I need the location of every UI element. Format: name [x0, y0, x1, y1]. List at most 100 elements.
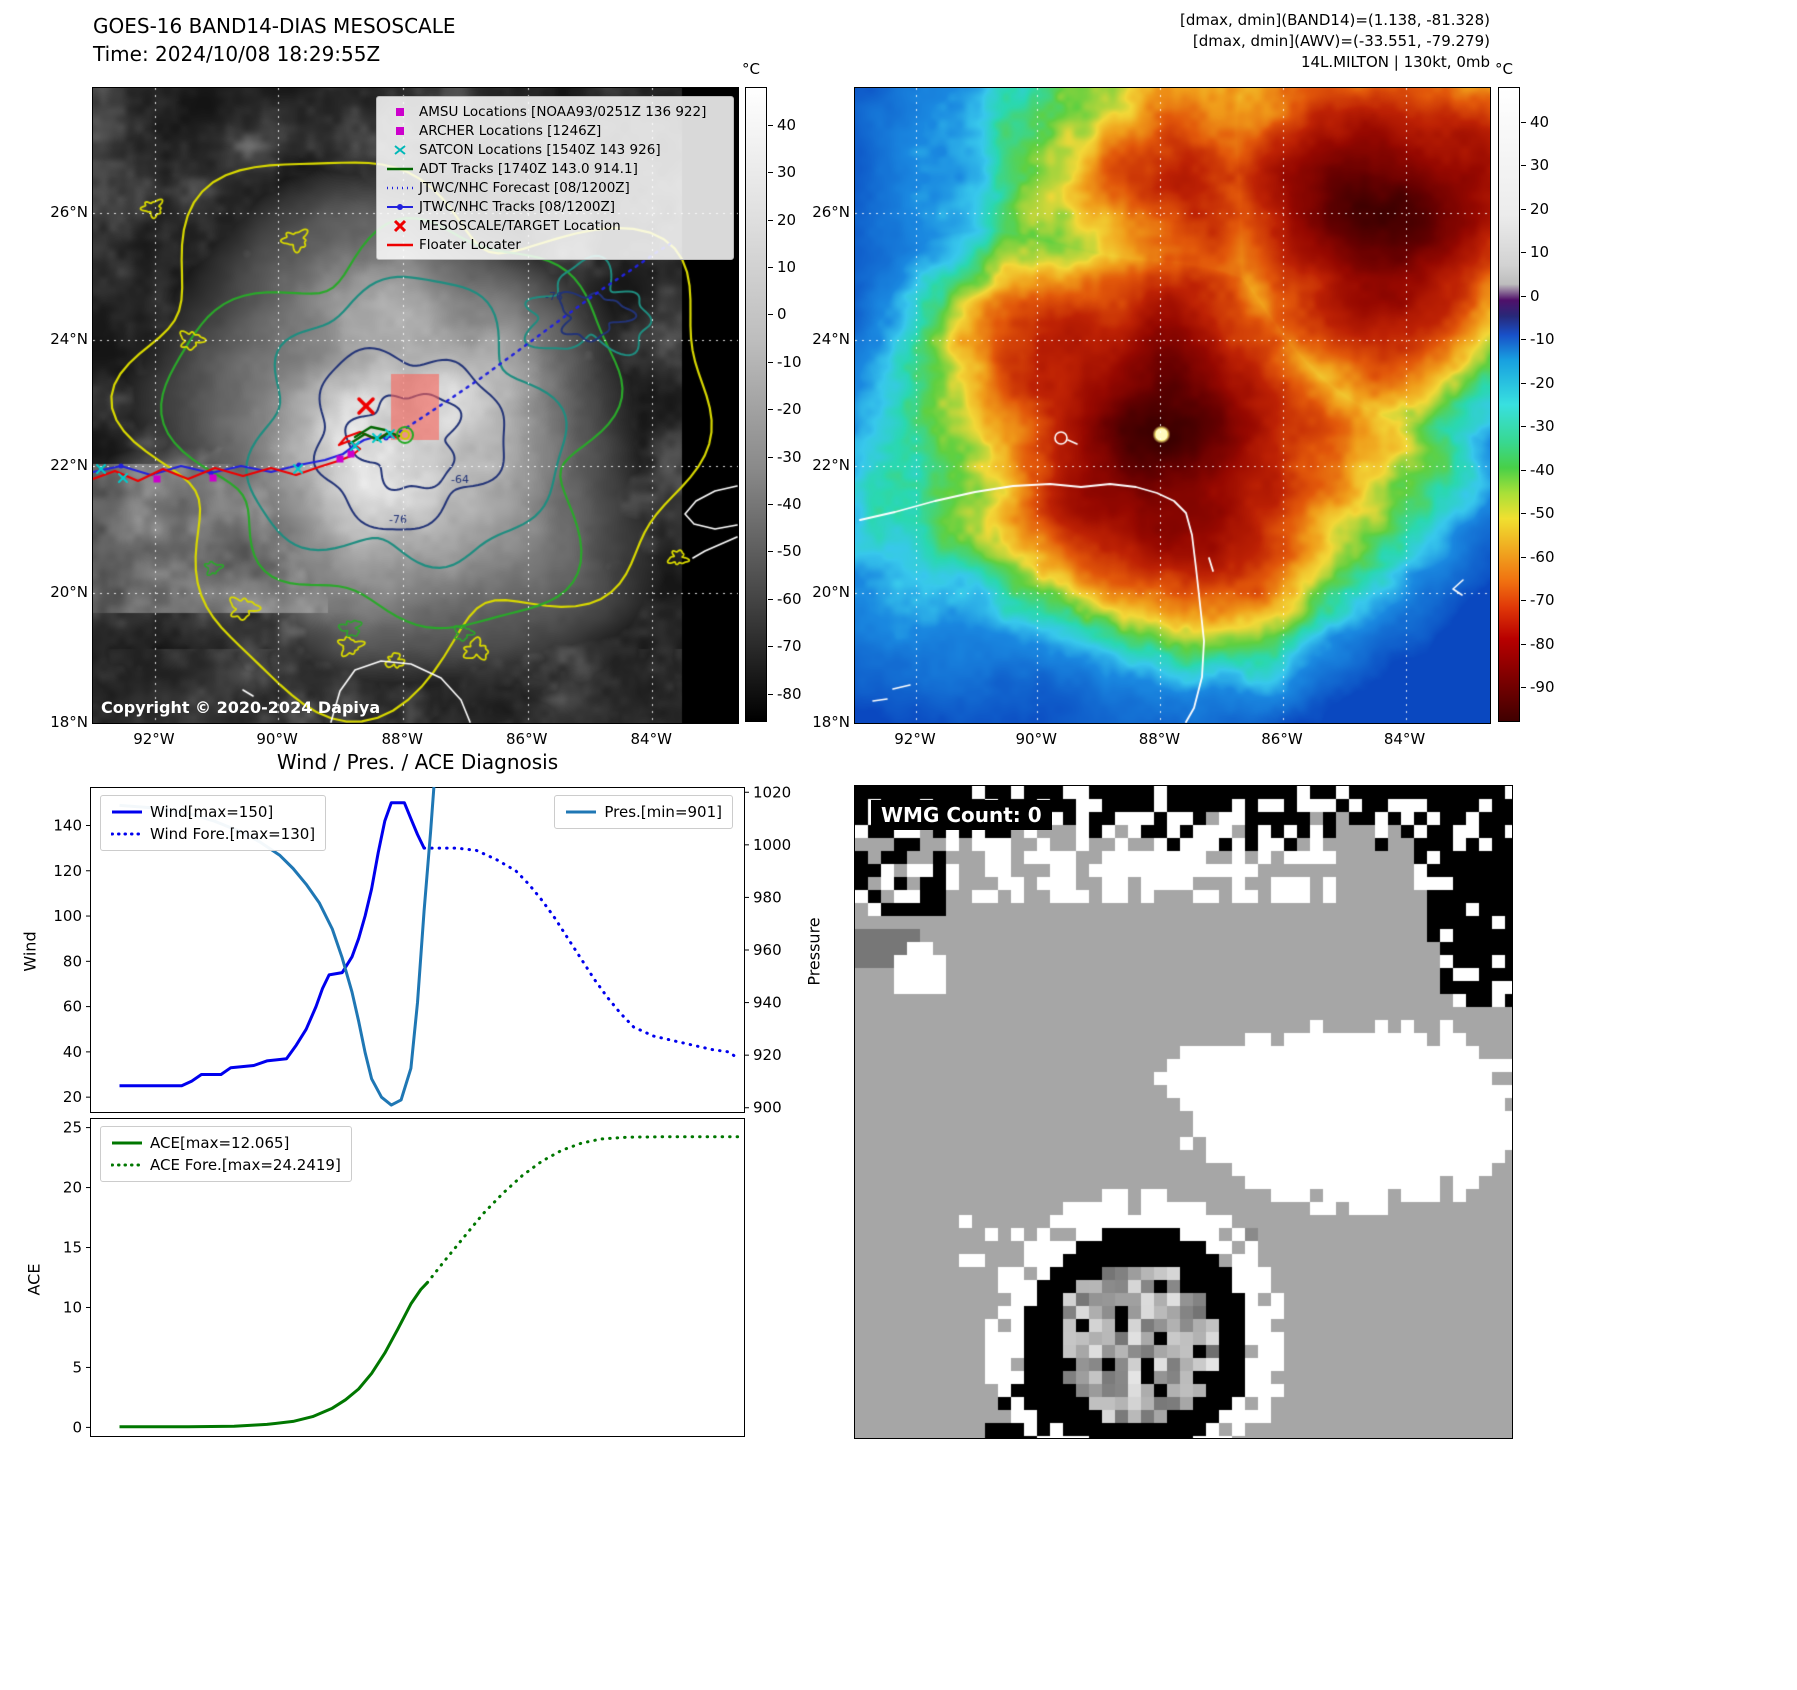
map-right-header: [dmax, dmin](BAND14)=(1.138, -81.328) [d…: [980, 10, 1490, 73]
colorbar-tick-label: -10: [1530, 330, 1555, 349]
awv-map-panel: [854, 87, 1491, 724]
chart-legend: ACE[max=12.065] ACE Fore.[max=24.2419]: [100, 1126, 352, 1182]
chart-legend-entry: ACE Fore.[max=24.2419]: [111, 1154, 341, 1176]
colorbar-tick-label: 30: [777, 163, 797, 182]
legend-line-sample: [111, 1163, 143, 1167]
lat-tick-label: 18°N: [812, 713, 850, 731]
y-tick-label: 120: [53, 862, 82, 880]
line-marker-icon: [387, 167, 413, 170]
line-marker-icon: [387, 243, 413, 246]
map-legend-entry: ADT Tracks [1740Z 143.0 914.1]: [385, 159, 725, 178]
series-Wind[max=150]: [119, 801, 426, 1088]
y2-tick-label: 980: [753, 888, 782, 906]
y2-tick-label: 940: [753, 994, 782, 1012]
colorbar-tick-mark: [768, 219, 773, 221]
colorbar-tick-mark: [1521, 208, 1526, 210]
map-legend-label: Floater Locater: [419, 236, 521, 253]
y-tick-label: 140: [53, 816, 82, 834]
lat-tick-label: 22°N: [50, 455, 88, 474]
map-legend-label: ARCHER Locations [1246Z]: [419, 122, 602, 139]
colorbar-right-unit: °C: [1495, 60, 1513, 78]
lat-tick-label: 24°N: [812, 330, 850, 349]
map-left-title: GOES-16 BAND14-DIAS MESOSCALE: [93, 14, 456, 38]
y-tick-label: 40: [63, 1043, 82, 1061]
y2-tick-label: 960: [753, 941, 782, 959]
y2-tick-label: 1020: [753, 783, 791, 801]
colorbar-tick-label: 0: [1530, 286, 1540, 305]
colorbar-tick-label: -40: [1530, 460, 1555, 479]
colorbar-tick-mark: [768, 124, 773, 126]
colorbar-tick-label: 40: [1530, 112, 1550, 131]
lat-tick-label: 18°N: [50, 713, 88, 731]
series-Wind Fore.[max=130]: [422, 846, 740, 1061]
y2-tick-label: 900: [753, 1099, 782, 1117]
colorbar-tick-mark: [768, 267, 773, 269]
dotted-marker-icon: [387, 186, 413, 189]
map-legend-label: MESOSCALE/TARGET Location: [419, 217, 621, 234]
lon-tick-label: 86°W: [506, 730, 548, 748]
y-tick-label: 15: [63, 1239, 82, 1257]
colorbar-tick-mark: [1521, 643, 1526, 645]
storm-id-intensity: 14L.MILTON | 130kt, 0mb: [1300, 53, 1490, 71]
map-legend-entry: SATCON Locations [1540Z 143 926]: [385, 140, 725, 159]
chart-legend-label: ACE[max=12.065]: [150, 1134, 290, 1152]
legend-line-sample: [112, 810, 142, 814]
colorbar-tick-label: -10: [777, 352, 802, 371]
series-ACE[max=12.065]: [119, 1281, 429, 1429]
y-tick-label: 0: [72, 1418, 82, 1436]
map-left-subtitle: Time: 2024/10/08 18:29:55Z: [93, 42, 381, 66]
y2-tick-label: 1000: [753, 836, 791, 854]
colorbar-tick-label: 0: [777, 305, 787, 324]
colorbar-tick-mark: [768, 361, 773, 363]
lon-tick-label: 86°W: [1261, 730, 1303, 748]
colorbar-tick-mark: [1521, 339, 1526, 341]
colorbar-tick-mark: [1521, 687, 1526, 689]
chart-legend: Pres.[min=901]: [554, 795, 733, 829]
map-legend: AMSU Locations [NOAA93/0251Z 136 922] ARC…: [376, 96, 734, 260]
colorbar-tick-label: -40: [777, 495, 802, 513]
map-legend-entry: JTWC/NHC Forecast [08/1200Z]: [385, 178, 725, 197]
colorbar-left: [745, 87, 767, 722]
y-tick-label: 5: [72, 1358, 82, 1376]
lat-tick-label: 20°N: [50, 582, 88, 601]
y-tick-label: 20: [63, 1179, 82, 1197]
colorbar-tick-mark: [1521, 382, 1526, 384]
colorbar-tick-label: 30: [1530, 156, 1550, 175]
chart-legend-label: Wind Fore.[max=130]: [150, 825, 316, 843]
colorbar-tick-mark: [768, 504, 773, 505]
chart-legend-label: ACE Fore.[max=24.2419]: [150, 1156, 341, 1174]
colorbar-tick-mark: [1521, 295, 1526, 297]
x-marker-icon: [394, 144, 406, 155]
y-tick-label: 100: [53, 907, 82, 925]
colorbar-tick-label: -60: [1530, 547, 1555, 566]
colorbar-tick-label: -80: [1530, 634, 1555, 653]
colorbar-tick-label: -20: [777, 400, 802, 419]
y-tick-label: 25: [63, 1119, 82, 1137]
legend-line-sample: [111, 832, 143, 836]
colorbar-tick-label: -30: [777, 447, 802, 466]
colorbar-tick-mark: [1521, 252, 1526, 254]
map-legend-label: JTWC/NHC Forecast [08/1200Z]: [419, 179, 630, 196]
map-legend-entry: AMSU Locations [NOAA93/0251Z 136 922]: [385, 102, 725, 121]
chart-legend: Wind[max=150] Wind Fore.[max=130]: [100, 795, 327, 851]
wmg-canvas: [855, 786, 1512, 1438]
map-legend-label: AMSU Locations [NOAA93/0251Z 136 922]: [419, 103, 707, 120]
y-tick-label: 80: [63, 952, 82, 970]
colorbar-tick-label: -50: [1530, 504, 1555, 523]
colorbar-tick-label: -50: [777, 542, 802, 561]
colorbar-tick-mark: [768, 551, 773, 553]
chart-legend-label: Pres.[min=901]: [604, 803, 722, 821]
colorbar-tick-label: -80: [777, 684, 802, 703]
lon-tick-label: 92°W: [894, 730, 936, 748]
y-tick-label: 60: [63, 998, 82, 1016]
lat-tick-label: 20°N: [812, 582, 850, 601]
colorbar-tick-mark: [768, 598, 773, 600]
colorbar-tick-mark: [1521, 426, 1526, 428]
map-legend-entry: MESOSCALE/TARGET Location: [385, 216, 725, 235]
colorbar-tick-label: -70: [777, 637, 802, 656]
square-marker-icon: [396, 107, 404, 116]
line-dot-marker-icon: [387, 203, 413, 210]
colorbar-tick-mark: [768, 693, 773, 695]
legend-line-sample: [112, 1141, 142, 1145]
